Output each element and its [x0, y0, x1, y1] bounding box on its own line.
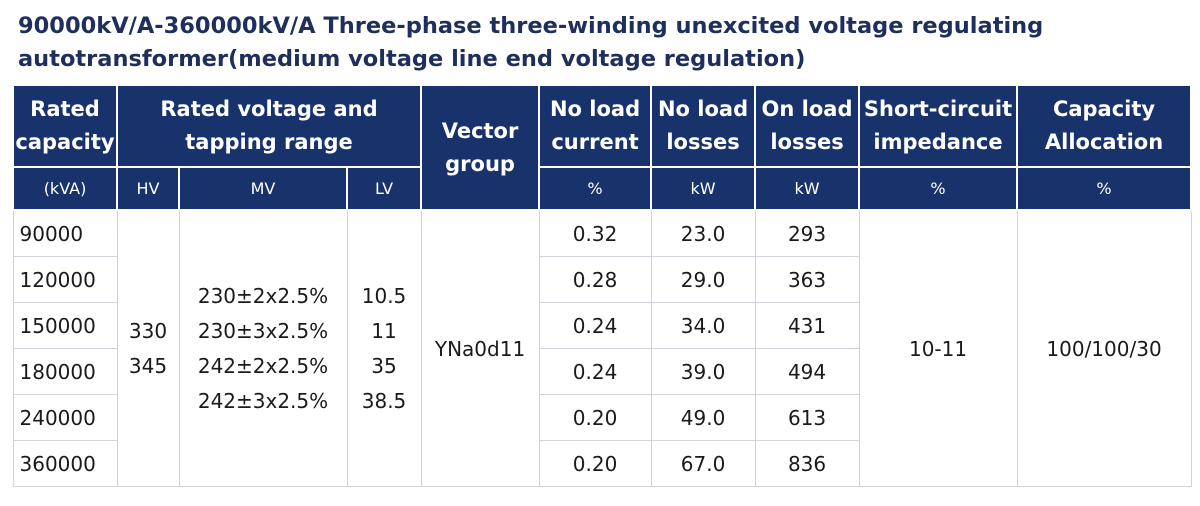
mv-value: 242±3x2.5%: [197, 388, 329, 413]
allocation-cell: 100/100/30: [1016, 209, 1192, 487]
no-load-current-cell: 0.24: [538, 302, 652, 349]
no-load-current-cell: 0.24: [538, 348, 652, 395]
on-load-losses-cell: 363: [754, 256, 860, 303]
header-rated-capacity: Rated capacity: [12, 84, 118, 168]
lv-value: 10.5: [361, 283, 407, 308]
lv-value: 11: [371, 318, 397, 343]
capacity-cell: 120000: [12, 256, 118, 303]
on-load-losses-cell: 494: [754, 348, 860, 395]
no-load-losses-cell: 39.0: [650, 348, 756, 395]
no-load-current-cell: 0.28: [538, 256, 652, 303]
no-load-losses-cell: 23.0: [650, 209, 756, 257]
unit-no-load-losses: kW: [650, 166, 757, 211]
no-load-current-cell: 0.20: [538, 394, 652, 441]
unit-mv: MV: [178, 166, 348, 211]
no-load-current-cell: 0.20: [538, 440, 652, 487]
capacity-cell: 360000: [12, 440, 118, 487]
mv-value: 242±2x2.5%: [197, 353, 329, 378]
table-row: 360000 0.20 67.0 836: [12, 440, 1191, 487]
impedance-cell: 10-11: [858, 209, 1018, 487]
unit-no-load-current: %: [538, 166, 653, 211]
on-load-losses-cell: 431: [754, 302, 860, 349]
table-row: 90000 330 345 230±2x2.5% 230±3x2.5% 242±…: [12, 209, 1192, 487]
no-load-current-cell: 0.32: [538, 209, 652, 257]
lv-cell: 10.5 11 35 38.5: [346, 209, 422, 487]
on-load-losses-cell: 293: [754, 209, 860, 257]
header-rated-voltage: Rated voltage and tapping range: [115, 84, 423, 168]
no-load-losses-cell: 67.0: [650, 440, 756, 487]
lv-value: 38.5: [361, 388, 407, 413]
mv-cell: 230±2x2.5% 230±3x2.5% 242±2x2.5% 242±3x2…: [178, 209, 348, 487]
header-no-load-losses: No load losses: [650, 84, 757, 168]
no-load-losses-cell: 29.0: [650, 256, 756, 303]
page-title: 90000kV/A-360000kV/A Three-phase three-w…: [18, 13, 1044, 72]
capacity-cell: 240000: [12, 394, 118, 441]
header-vector-group: Vector group: [420, 84, 541, 211]
header-short-circuit-impedance: Short-circuit impedance: [858, 84, 1019, 168]
on-load-losses-cell: 836: [754, 440, 860, 487]
header-capacity-allocation: Capacity Allocation: [1016, 84, 1193, 168]
capacity-cell: 150000: [12, 302, 118, 349]
mv-value: 230±3x2.5%: [197, 318, 329, 343]
spec-table: Rated capacity Rated voltage and tapping…: [12, 84, 1193, 487]
capacity-cell: 180000: [12, 348, 118, 395]
unit-allocation: %: [1016, 166, 1193, 211]
unit-on-load-losses: kW: [754, 166, 861, 211]
vector-group-cell: YNa0d11: [420, 209, 540, 487]
unit-capacity: (kVA): [12, 166, 118, 211]
table-row: 180000 0.24 39.0 494: [12, 348, 1191, 395]
no-load-losses-cell: 49.0: [650, 394, 756, 441]
hv-value: 345: [128, 353, 168, 378]
mv-value: 230±2x2.5%: [197, 283, 329, 308]
capacity-cell: 90000: [12, 209, 118, 257]
unit-impedance: %: [858, 166, 1019, 211]
header-on-load-losses: On load losses: [754, 84, 861, 168]
hv-value: 330: [128, 318, 168, 343]
header-no-load-current: No load current: [538, 84, 653, 168]
lv-value: 35: [371, 353, 397, 378]
no-load-losses-cell: 34.0: [650, 302, 756, 349]
on-load-losses-cell: 613: [754, 394, 860, 441]
unit-lv: LV: [345, 166, 423, 211]
hv-cell: 330 345: [116, 209, 180, 487]
table-row: 240000 0.20 49.0 613: [12, 394, 1191, 441]
unit-hv: HV: [116, 166, 180, 211]
